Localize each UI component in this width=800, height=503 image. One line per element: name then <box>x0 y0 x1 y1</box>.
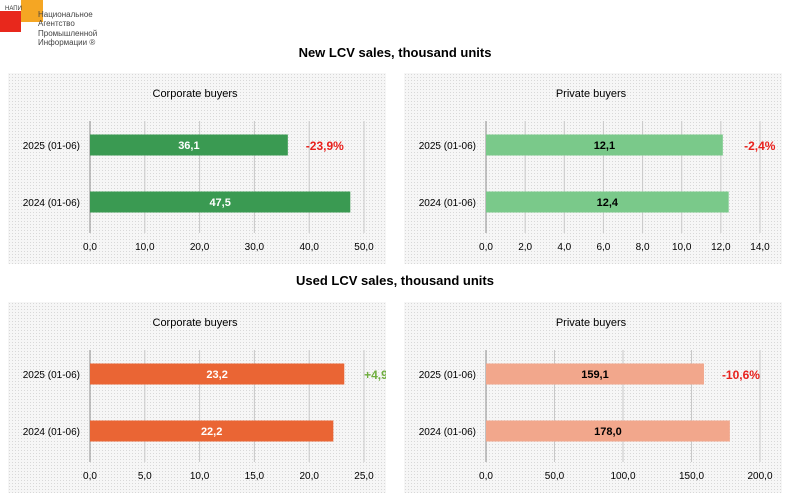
logo-abbreviation: НАПИ <box>5 6 22 12</box>
logo: НАПИ Национальное Агентство Промышленной… <box>0 0 120 52</box>
chart-title: Corporate buyers <box>153 317 238 329</box>
chart-panel-new-private: Private buyers 0,0 2,0 4,0 6,0 8,0 10,0 12,0 14,… <box>404 73 782 264</box>
x-tick-label: 5,0 <box>138 471 152 482</box>
category-label: 2024 (01-06) <box>419 198 476 209</box>
bar-value-label: 23,2 <box>206 369 227 381</box>
x-tick-label: 20,0 <box>190 242 210 253</box>
category-label: 2025 (01-06) <box>419 370 476 381</box>
x-tick-label: 25,0 <box>354 471 374 482</box>
change-annotation: +4,9% <box>364 368 386 382</box>
x-tick-label: 8,0 <box>636 242 650 253</box>
bar <box>90 420 334 442</box>
x-tick-label: 0,0 <box>479 471 493 482</box>
category-label: 2024 (01-06) <box>23 198 80 209</box>
logo-name-line: Информации ® <box>38 37 96 47</box>
x-tick-label: 50,0 <box>545 471 565 482</box>
bar <box>486 420 730 442</box>
new-lcv-section-title: New LCV sales, thousand units <box>298 45 492 60</box>
logo-red-square <box>0 11 21 32</box>
x-tick-label: 10,0 <box>135 242 155 253</box>
chart-svg: Corporate buyers 0,0 10,0 20,0 30,0 40,0 50,0 2… <box>23 88 374 253</box>
category-label: 2025 (01-06) <box>23 370 80 381</box>
x-tick-label: 4,0 <box>557 242 571 253</box>
change-annotation: -23,9% <box>306 139 344 153</box>
bar-value-label: 159,1 <box>581 369 609 381</box>
x-tick-label: 0,0 <box>83 471 97 482</box>
used-lcv-section-title: Used LCV sales, thousand units <box>296 273 494 288</box>
bar-value-label: 22,2 <box>201 426 222 438</box>
x-tick-label: 2,0 <box>518 242 532 253</box>
x-tick-label: 50,0 <box>354 242 374 253</box>
bar-value-label: 12,1 <box>594 140 615 152</box>
x-tick-label: 10,0 <box>672 242 692 253</box>
bar-value-label: 47,5 <box>209 197 230 209</box>
logo-name-line: Агентство <box>38 19 75 29</box>
bar-value-label: 12,4 <box>597 197 619 209</box>
bar <box>486 191 729 213</box>
bar <box>90 191 351 213</box>
chart-title: Private buyers <box>556 317 627 329</box>
bar <box>486 134 723 156</box>
category-label: 2025 (01-06) <box>419 141 476 152</box>
chart-svg: Corporate buyers 0,0 5,0 10,0 15,0 20,0 25,0 20… <box>23 317 386 482</box>
x-tick-label: 6,0 <box>596 242 610 253</box>
x-tick-label: 20,0 <box>299 471 319 482</box>
x-tick-label: 0,0 <box>83 242 97 253</box>
x-tick-label: 15,0 <box>245 471 265 482</box>
chart-panel-used-private: Private buyers 0,0 50,0 100,0 150,0 200,0 2025… <box>404 302 782 493</box>
chart-panel-used-corporate: Corporate buyers 0,0 5,0 10,0 15,0 20,0 25,0 20… <box>8 302 386 493</box>
logo-name-line: Национальное <box>38 10 93 19</box>
x-tick-label: 0,0 <box>479 242 493 253</box>
chart-panel-new-corporate: Corporate buyers 0,0 10,0 20,0 30,0 40,0 50,0 2… <box>8 73 386 264</box>
change-annotation: -10,6% <box>722 368 760 382</box>
x-tick-label: 100,0 <box>610 471 635 482</box>
bar <box>486 363 704 385</box>
x-tick-label: 150,0 <box>679 471 704 482</box>
chart-svg: Private buyers 0,0 2,0 4,0 6,0 8,0 10,0 12,0 14,… <box>419 88 776 253</box>
logo-orange-square <box>21 0 43 22</box>
change-annotation: -2,4% <box>744 139 776 153</box>
chart-title: Corporate buyers <box>153 88 238 100</box>
bar-value-label: 36,1 <box>178 140 199 152</box>
x-tick-label: 200,0 <box>747 471 772 482</box>
bar <box>90 134 288 156</box>
x-tick-label: 30,0 <box>245 242 265 253</box>
x-tick-label: 10,0 <box>190 471 210 482</box>
chart-title: Private buyers <box>556 88 627 100</box>
logo-name: Национальное Агентство Промышленной Инфо… <box>38 10 118 47</box>
x-tick-label: 14,0 <box>750 242 770 253</box>
category-label: 2024 (01-06) <box>23 427 80 438</box>
x-tick-label: 12,0 <box>711 242 731 253</box>
bar <box>90 363 345 385</box>
x-tick-label: 40,0 <box>299 242 319 253</box>
chart-svg: Private buyers 0,0 50,0 100,0 150,0 200,0 2025… <box>419 317 773 482</box>
bar-value-label: 178,0 <box>594 426 622 438</box>
category-label: 2024 (01-06) <box>419 427 476 438</box>
category-label: 2025 (01-06) <box>23 141 80 152</box>
logo-name-line: Промышленной <box>38 28 98 38</box>
